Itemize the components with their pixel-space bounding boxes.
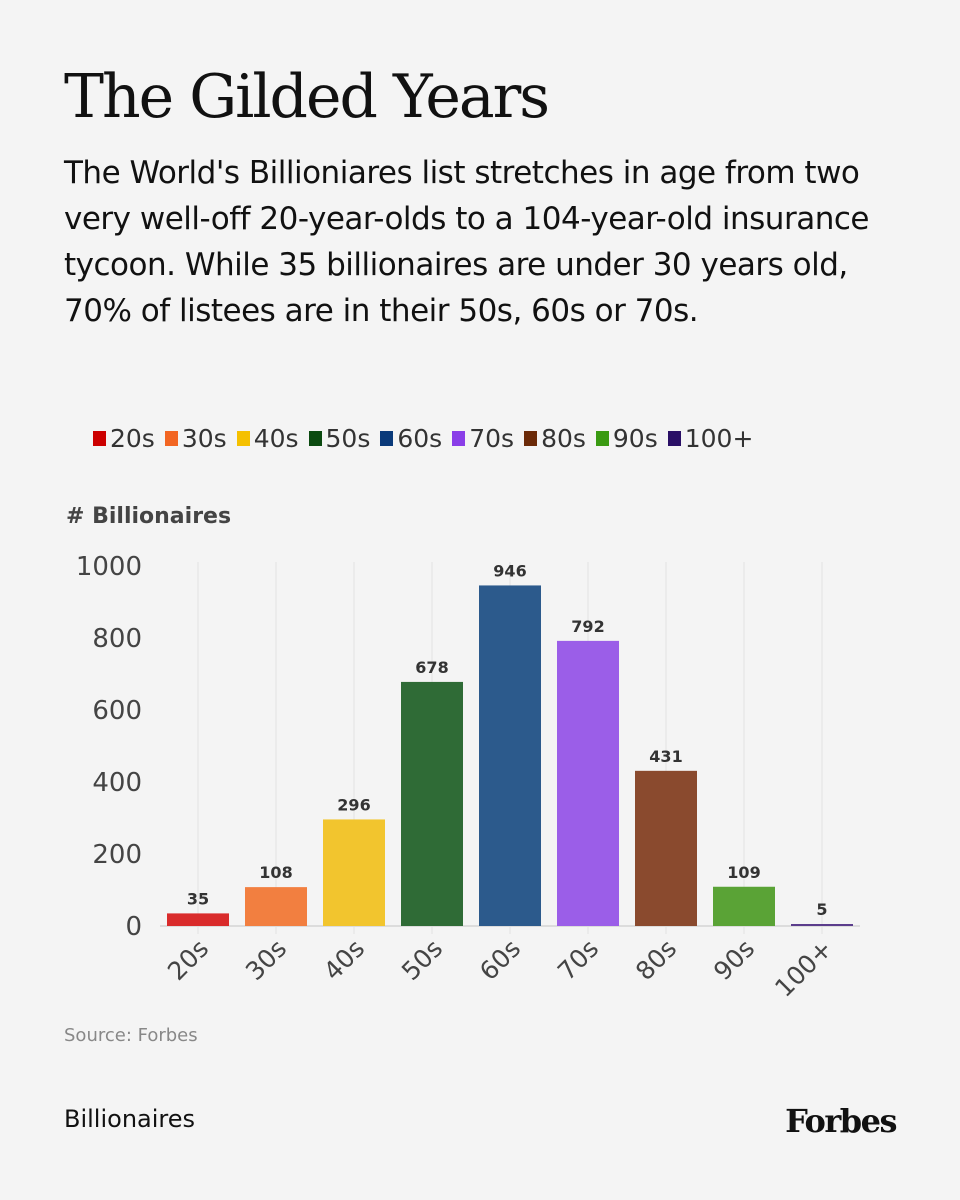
bar-50s — [401, 681, 463, 926]
legend-label: 70s — [469, 424, 515, 453]
data-label: 5 — [816, 900, 827, 919]
y-tick-label: 600 — [92, 696, 142, 726]
legend-label: 20s — [110, 424, 155, 453]
legend-swatch — [380, 431, 394, 446]
source-note: Source: Forbes — [64, 1025, 198, 1046]
legend-label: 40s — [253, 424, 299, 453]
legend-swatch — [308, 431, 322, 446]
y-tick-label: 0 — [125, 912, 142, 942]
legend-swatch — [667, 431, 681, 446]
legend-label: 60s — [397, 424, 443, 453]
x-tick-label: 20s — [162, 934, 214, 986]
y-tick-label: 200 — [92, 840, 142, 870]
legend-swatch — [236, 431, 250, 446]
data-label: 431 — [649, 747, 682, 766]
legend-item: 70s — [452, 424, 514, 453]
bar-60s — [479, 585, 541, 926]
legend-swatch — [164, 431, 178, 446]
data-label: 792 — [571, 617, 604, 636]
legend-item: 30s — [164, 424, 227, 453]
y-tick-label: 800 — [92, 624, 142, 654]
bar-70s — [557, 640, 619, 926]
legend-item: 80s — [524, 424, 586, 453]
subtitle: The World's Billioniares list stretches … — [64, 155, 869, 329]
data-label: 108 — [259, 863, 292, 882]
data-label: 946 — [493, 561, 526, 580]
legend-item: 90s — [595, 424, 658, 453]
data-label: 296 — [337, 795, 370, 814]
bar-chart: 0 200 400 600 800 1000 35 20s 108 30s 296 40s 678 50s… — [76, 552, 860, 1003]
legend-label: 30s — [181, 424, 227, 453]
data-label: 678 — [415, 658, 448, 677]
forbes-logo: Forbes — [785, 1102, 897, 1140]
legend-item: 20s — [93, 424, 155, 453]
legend-item: 50s — [308, 424, 371, 453]
data-label: 109 — [727, 863, 760, 882]
x-tick-label: 40s — [318, 934, 370, 986]
legend-swatch — [595, 431, 609, 446]
legend-item: 40s — [236, 424, 299, 453]
x-tick-label: 50s — [396, 934, 448, 986]
legend: 20s 30s 40s 50s 60s 70s 80s 90s 100+ — [93, 424, 753, 453]
section-label: Billionaires — [64, 1105, 196, 1133]
legend-swatch — [93, 431, 106, 446]
y-tick-label: 1000 — [76, 552, 142, 582]
bar-80s — [635, 770, 697, 926]
bar-30s — [245, 887, 307, 926]
legend-swatch — [452, 431, 466, 446]
bar-100+ — [791, 924, 853, 926]
y-axis-label: # Billionaires — [66, 504, 232, 529]
data-label: 35 — [187, 889, 209, 908]
legend-label: 80s — [541, 424, 586, 453]
page-title: The Gilded Years — [64, 62, 550, 132]
x-tick-label: 70s — [552, 934, 604, 986]
x-tick-label: 30s — [240, 934, 292, 986]
x-tick-label: 90s — [708, 934, 760, 986]
legend-label: 50s — [325, 424, 371, 453]
y-tick-label: 400 — [92, 768, 142, 798]
legend-item: 60s — [380, 424, 442, 453]
bar-90s — [713, 886, 775, 926]
legend-item: 100+ — [667, 424, 754, 453]
x-tick-label: 80s — [630, 934, 682, 986]
legend-label: 90s — [612, 424, 658, 453]
x-tick-label: 60s — [474, 934, 526, 986]
legend-label: 100+ — [684, 424, 754, 453]
bar-20s — [167, 913, 229, 926]
bar-40s — [323, 819, 385, 926]
legend-swatch — [524, 431, 538, 446]
x-tick-label: 100+ — [769, 934, 838, 1003]
